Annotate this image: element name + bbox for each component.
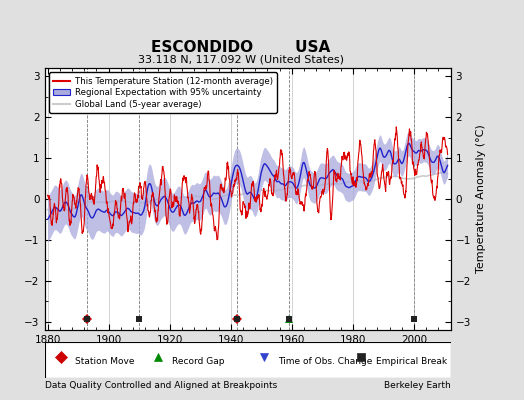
Text: Data Quality Controlled and Aligned at Breakpoints: Data Quality Controlled and Aligned at B…	[45, 381, 277, 390]
Text: Berkeley Earth: Berkeley Earth	[384, 381, 451, 390]
Legend: This Temperature Station (12-month average), Regional Expectation with 95% uncer: This Temperature Station (12-month avera…	[49, 72, 277, 113]
Text: ESCONDIDO        USA: ESCONDIDO USA	[151, 40, 331, 55]
Y-axis label: Temperature Anomaly (°C): Temperature Anomaly (°C)	[476, 125, 486, 273]
Text: Time of Obs. Change: Time of Obs. Change	[278, 357, 373, 366]
Text: Empirical Break: Empirical Break	[376, 357, 446, 366]
Text: Record Gap: Record Gap	[172, 357, 225, 366]
Text: 33.118 N, 117.092 W (United States): 33.118 N, 117.092 W (United States)	[138, 54, 344, 64]
Text: Station Move: Station Move	[75, 357, 135, 366]
